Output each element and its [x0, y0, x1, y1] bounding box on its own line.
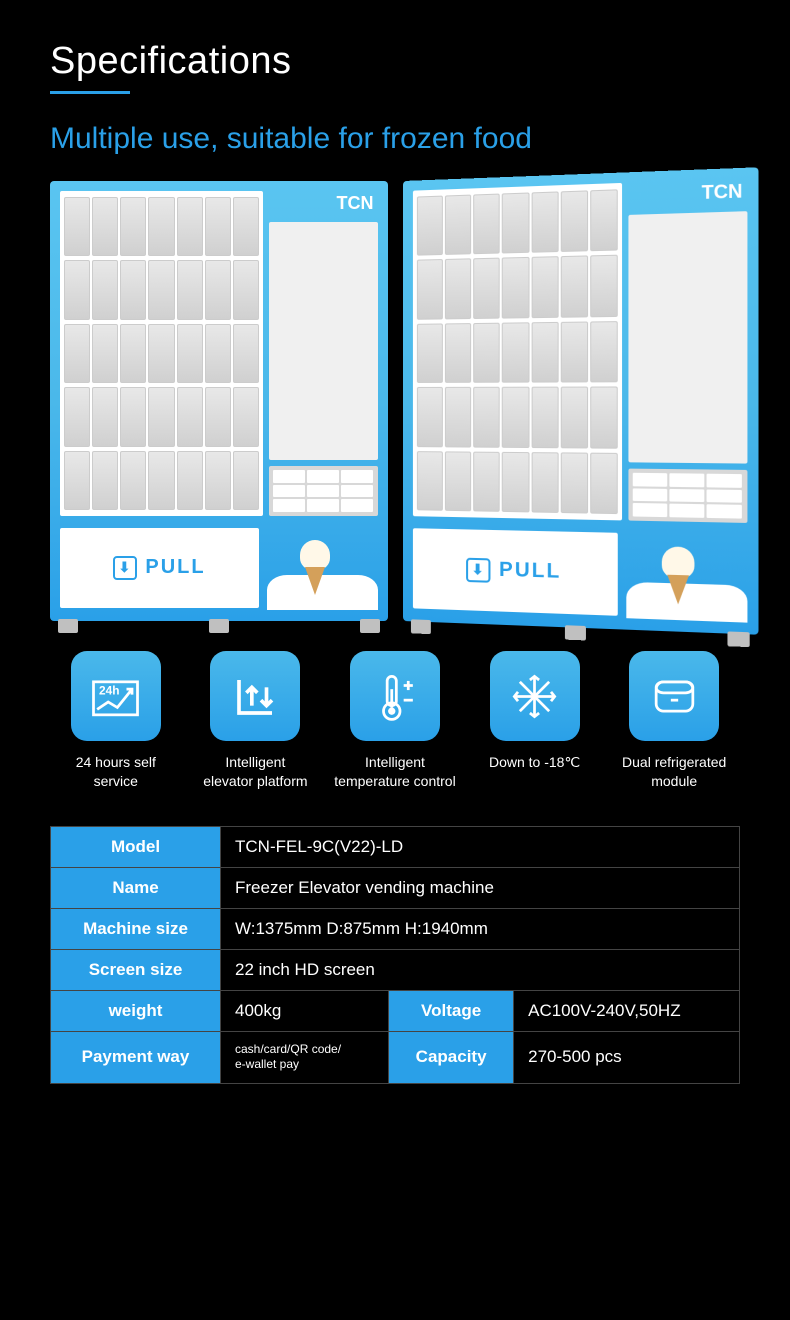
- spec-label: Voltage: [389, 990, 514, 1031]
- thermometer-icon: [350, 651, 440, 741]
- spec-value: 270-500 pcs: [514, 1031, 740, 1083]
- touch-screen: [628, 211, 746, 463]
- spec-label: Machine size: [51, 908, 221, 949]
- feature-label: Down to -18℃: [489, 753, 580, 772]
- spec-label: Model: [51, 826, 221, 867]
- control-panel: TCN: [269, 191, 377, 516]
- pull-icon: ⬇: [466, 557, 490, 582]
- spec-label: weight: [51, 990, 221, 1031]
- spec-label: Screen size: [51, 949, 221, 990]
- table-row: Name Freezer Elevator vending machine: [51, 867, 740, 908]
- snowflake-icon: [490, 651, 580, 741]
- table-row: weight 400kg Voltage AC100V-240V,50HZ: [51, 990, 740, 1031]
- feature-temperature: Intelligenttemperature control: [329, 651, 461, 791]
- keypad: [628, 469, 746, 523]
- table-row: Payment way cash/card/QR code/e-wallet p…: [51, 1031, 740, 1083]
- elevator-icon: [210, 651, 300, 741]
- table-row: Machine size W:1375mm D:875mm H:1940mm: [51, 908, 740, 949]
- spec-value: 400kg: [221, 990, 389, 1031]
- spec-label: Payment way: [51, 1031, 221, 1083]
- pull-label: PULL: [499, 559, 561, 584]
- brand-logo: TCN: [628, 178, 746, 208]
- feature-dual-refrigerated: Dual refrigeratedmodule: [608, 651, 740, 791]
- spec-value: Freezer Elevator vending machine: [221, 867, 740, 908]
- feature-label: Dual refrigeratedmodule: [622, 753, 726, 791]
- feature-label: Intelligentelevator platform: [203, 753, 307, 791]
- feature-elevator: Intelligentelevator platform: [190, 651, 322, 791]
- pull-label: PULL: [145, 556, 205, 579]
- table-row: Model TCN-FEL-9C(V22)-LD: [51, 826, 740, 867]
- feature-label: Intelligenttemperature control: [334, 753, 455, 791]
- keypad: [269, 466, 377, 516]
- page-title: Specifications: [50, 40, 740, 83]
- clock-24h-icon: 24h: [71, 651, 161, 741]
- feature-icons-row: 24h 24 hours selfservice Intelligentelev…: [50, 651, 740, 791]
- spec-value: W:1375mm D:875mm H:1940mm: [221, 908, 740, 949]
- svg-text:24h: 24h: [99, 683, 120, 697]
- freezer-module-icon: [629, 651, 719, 741]
- decoration-icecream: [267, 525, 378, 610]
- touch-screen: [269, 222, 377, 460]
- spec-label: Name: [51, 867, 221, 908]
- spec-value: 22 inch HD screen: [221, 949, 740, 990]
- feature-minus18: Down to -18℃: [469, 651, 601, 791]
- decoration-icecream: [626, 530, 747, 623]
- spec-table: Model TCN-FEL-9C(V22)-LD Name Freezer El…: [50, 826, 740, 1084]
- feature-label: 24 hours selfservice: [76, 753, 156, 791]
- product-shelves: [60, 191, 263, 516]
- title-underline: [50, 91, 130, 94]
- pull-tray: ⬇ PULL: [412, 528, 617, 616]
- control-panel: TCN: [628, 178, 746, 523]
- feature-24h: 24h 24 hours selfservice: [50, 651, 182, 791]
- product-shelves: [412, 183, 621, 521]
- pull-icon: ⬇: [113, 556, 137, 580]
- table-row: Screen size 22 inch HD screen: [51, 949, 740, 990]
- page-subtitle: Multiple use, suitable for frozen food: [50, 122, 740, 156]
- vending-machine-angle: TCN ⬇ PULL: [403, 167, 758, 634]
- spec-container: Specifications Multiple use, suitable fo…: [0, 0, 790, 1114]
- machine-images: TCN ⬇ PULL: [50, 181, 740, 621]
- spec-value: cash/card/QR code/e-wallet pay: [221, 1031, 389, 1083]
- vending-machine-front: TCN ⬇ PULL: [50, 181, 388, 621]
- spec-value: AC100V-240V,50HZ: [514, 990, 740, 1031]
- spec-label: Capacity: [389, 1031, 514, 1083]
- spec-value: TCN-FEL-9C(V22)-LD: [221, 826, 740, 867]
- brand-logo: TCN: [269, 191, 377, 216]
- pull-tray: ⬇ PULL: [60, 528, 259, 608]
